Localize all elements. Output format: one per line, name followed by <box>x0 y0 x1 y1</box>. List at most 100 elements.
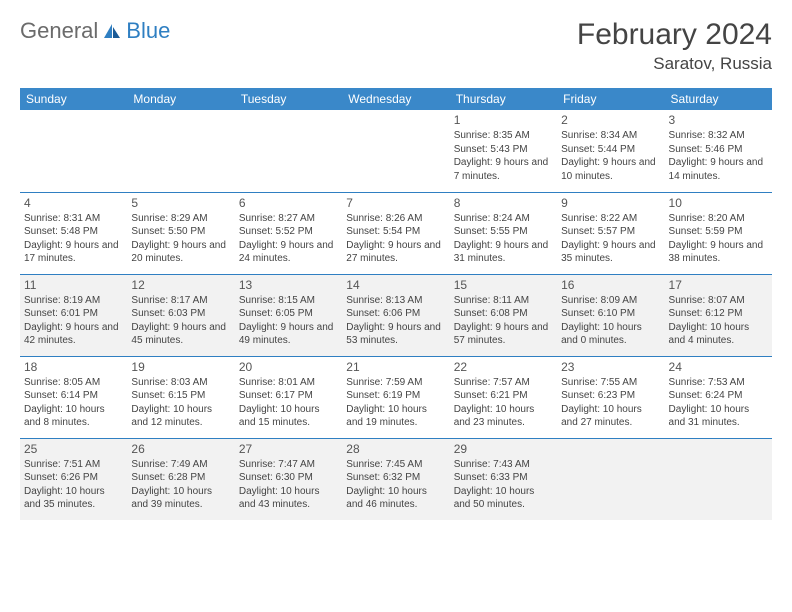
day-cell <box>557 438 664 520</box>
sunrise-text: Sunrise: 7:47 AM <box>239 458 338 472</box>
daylight-text: Daylight: 10 hours and 27 minutes. <box>561 403 660 430</box>
sunset-text: Sunset: 6:26 PM <box>24 471 123 485</box>
daylight-text: Daylight: 9 hours and 42 minutes. <box>24 321 123 348</box>
daylight-text: Daylight: 9 hours and 14 minutes. <box>669 156 768 183</box>
day-info: Sunrise: 8:09 AMSunset: 6:10 PMDaylight:… <box>561 294 660 348</box>
day-header-row: SundayMondayTuesdayWednesdayThursdayFrid… <box>20 88 772 110</box>
day-cell: 10Sunrise: 8:20 AMSunset: 5:59 PMDayligh… <box>665 192 772 274</box>
daylight-text: Daylight: 10 hours and 46 minutes. <box>346 485 445 512</box>
sunset-text: Sunset: 5:57 PM <box>561 225 660 239</box>
calendar-body: 1 Sunrise: 8:35 AMSunset: 5:43 PM Daylight… <box>20 110 772 520</box>
daylight-text: Daylight: 9 hours and 24 minutes. <box>239 239 338 266</box>
day-cell: 18Sunrise: 8:05 AMSunset: 6:14 PMDayligh… <box>20 356 127 438</box>
day-number: 1 <box>454 113 553 127</box>
sunset-text: Sunset: 6:30 PM <box>239 471 338 485</box>
sunset-text: Sunset: 5:43 PM <box>454 143 553 157</box>
sunrise-text: Sunrise: 8:35 AM <box>454 129 553 143</box>
brand-word-2: Blue <box>126 18 170 44</box>
sunset-text: Sunset: 5:50 PM <box>131 225 230 239</box>
day-cell: 15Sunrise: 8:11 AMSunset: 6:08 PMDayligh… <box>450 274 557 356</box>
sunrise-text: Sunrise: 8:34 AM <box>561 129 660 143</box>
day-info: Sunrise: 8:29 AMSunset: 5:50 PMDaylight:… <box>131 212 230 266</box>
sunset-text: Sunset: 5:46 PM <box>669 143 768 157</box>
daylight-text: Daylight: 10 hours and 8 minutes. <box>24 403 123 430</box>
day-cell: 1Sunrise: 8:35 AMSunset: 5:43 PMDaylight… <box>450 110 557 192</box>
day-number: 15 <box>454 278 553 292</box>
sail-icon <box>102 22 122 40</box>
day-cell <box>665 438 772 520</box>
sunset-text: Sunset: 6:17 PM <box>239 389 338 403</box>
daylight-text: Daylight: 9 hours and 38 minutes. <box>669 239 768 266</box>
day-info: Sunrise: 8:27 AMSunset: 5:52 PMDaylight:… <box>239 212 338 266</box>
day-number: 2 <box>561 113 660 127</box>
sunrise-text: Sunrise: 7:59 AM <box>346 376 445 390</box>
sunrise-text: Sunrise: 8:13 AM <box>346 294 445 308</box>
day-cell: 17Sunrise: 8:07 AMSunset: 6:12 PMDayligh… <box>665 274 772 356</box>
day-cell: 20 Sunrise: 8:01 AMSunset: 6:17 PMDayligh… <box>235 356 342 438</box>
day-cell: 28 Sunrise: 7:45 AMSunset: 6:32 PMDayligh… <box>342 438 449 520</box>
sunset-text: Sunset: 6:06 PM <box>346 307 445 321</box>
day-info: Sunrise: 8:17 AMSunset: 6:03 PMDaylight:… <box>131 294 230 348</box>
day-info: Sunrise: 7:45 AMSunset: 6:32 PMDaylight:… <box>346 458 445 512</box>
day-number: 29 <box>454 442 553 456</box>
daylight-text: Daylight: 9 hours and 53 minutes. <box>346 321 445 348</box>
day-header: Sunday <box>20 88 127 110</box>
day-number: 11 <box>24 278 123 292</box>
sunset-text: Sunset: 5:52 PM <box>239 225 338 239</box>
sunset-text: Sunset: 6:24 PM <box>669 389 768 403</box>
day-cell: 9Sunrise: 8:22 AMSunset: 5:57 PMDaylight… <box>557 192 664 274</box>
page-header: General Blue February 2024 Saratov, Russ… <box>20 18 772 74</box>
week-row: 11Sunrise: 8:19 AMSunset: 6:01 PMDayligh… <box>20 274 772 356</box>
sunset-text: Sunset: 6:19 PM <box>346 389 445 403</box>
day-cell: 21Sunrise: 7:59 AMSunset: 6:19 PMDayligh… <box>342 356 449 438</box>
day-number: 25 <box>24 442 123 456</box>
day-header: Wednesday <box>342 88 449 110</box>
day-cell: 23Sunrise: 7:55 AMSunset: 6:23 PMDayligh… <box>557 356 664 438</box>
title-block: February 2024 Saratov, Russia <box>577 18 772 74</box>
day-info: Sunrise: 8:24 AMSunset: 5:55 PMDaylight:… <box>454 212 553 266</box>
day-info: Sunrise: 8:31 AMSunset: 5:48 PMDaylight:… <box>24 212 123 266</box>
daylight-text: Daylight: 9 hours and 10 minutes. <box>561 156 660 183</box>
sunrise-text: Sunrise: 7:43 AM <box>454 458 553 472</box>
day-number: 28 <box>346 442 445 456</box>
sunset-text: Sunset: 5:48 PM <box>24 225 123 239</box>
calendar-table: SundayMondayTuesdayWednesdayThursdayFrid… <box>20 88 772 520</box>
sunset-text: Sunset: 6:10 PM <box>561 307 660 321</box>
day-info: Sunrise: 7:43 AMSunset: 6:33 PMDaylight:… <box>454 458 553 512</box>
sunrise-text: Sunrise: 8:03 AM <box>131 376 230 390</box>
daylight-text: Daylight: 9 hours and 57 minutes. <box>454 321 553 348</box>
sunset-text: Sunset: 5:55 PM <box>454 225 553 239</box>
sunrise-text: Sunrise: 8:24 AM <box>454 212 553 226</box>
day-info: Sunrise: 8:15 AMSunset: 6:05 PMDaylight:… <box>239 294 338 348</box>
day-info: Sunrise: 7:51 AMSunset: 6:26 PMDaylight:… <box>24 458 123 512</box>
day-info: Sunrise: 8:05 AMSunset: 6:14 PMDaylight:… <box>24 376 123 430</box>
day-number: 17 <box>669 278 768 292</box>
sunrise-text: Sunrise: 8:22 AM <box>561 212 660 226</box>
daylight-text: Daylight: 10 hours and 0 minutes. <box>561 321 660 348</box>
daylight-text: Daylight: 10 hours and 4 minutes. <box>669 321 768 348</box>
daylight-text: Daylight: 10 hours and 19 minutes. <box>346 403 445 430</box>
daylight-text: Daylight: 10 hours and 43 minutes. <box>239 485 338 512</box>
sunrise-text: Sunrise: 8:29 AM <box>131 212 230 226</box>
daylight-text: Daylight: 10 hours and 23 minutes. <box>454 403 553 430</box>
daylight-text: Daylight: 9 hours and 17 minutes. <box>24 239 123 266</box>
day-number: 20 <box>239 360 338 374</box>
sunset-text: Sunset: 6:33 PM <box>454 471 553 485</box>
daylight-text: Daylight: 10 hours and 35 minutes. <box>24 485 123 512</box>
sunrise-text: Sunrise: 7:45 AM <box>346 458 445 472</box>
sunset-text: Sunset: 6:03 PM <box>131 307 230 321</box>
sunrise-text: Sunrise: 8:01 AM <box>239 376 338 390</box>
day-cell: 16Sunrise: 8:09 AMSunset: 6:10 PMDayligh… <box>557 274 664 356</box>
brand-logo: General Blue <box>20 18 170 44</box>
day-cell: 25 Sunrise: 7:51 AMSunset: 6:26 PMDayligh… <box>20 438 127 520</box>
day-number: 4 <box>24 196 123 210</box>
sunset-text: Sunset: 6:12 PM <box>669 307 768 321</box>
day-cell: 12Sunrise: 8:17 AMSunset: 6:03 PMDayligh… <box>127 274 234 356</box>
day-info: Sunrise: 8:20 AMSunset: 5:59 PMDaylight:… <box>669 212 768 266</box>
sunset-text: Sunset: 5:44 PM <box>561 143 660 157</box>
day-cell: 8Sunrise: 8:24 AMSunset: 5:55 PMDaylight… <box>450 192 557 274</box>
week-row: 18Sunrise: 8:05 AMSunset: 6:14 PMDayligh… <box>20 356 772 438</box>
sunrise-text: Sunrise: 8:26 AM <box>346 212 445 226</box>
day-number: 19 <box>131 360 230 374</box>
daylight-text: Daylight: 10 hours and 15 minutes. <box>239 403 338 430</box>
